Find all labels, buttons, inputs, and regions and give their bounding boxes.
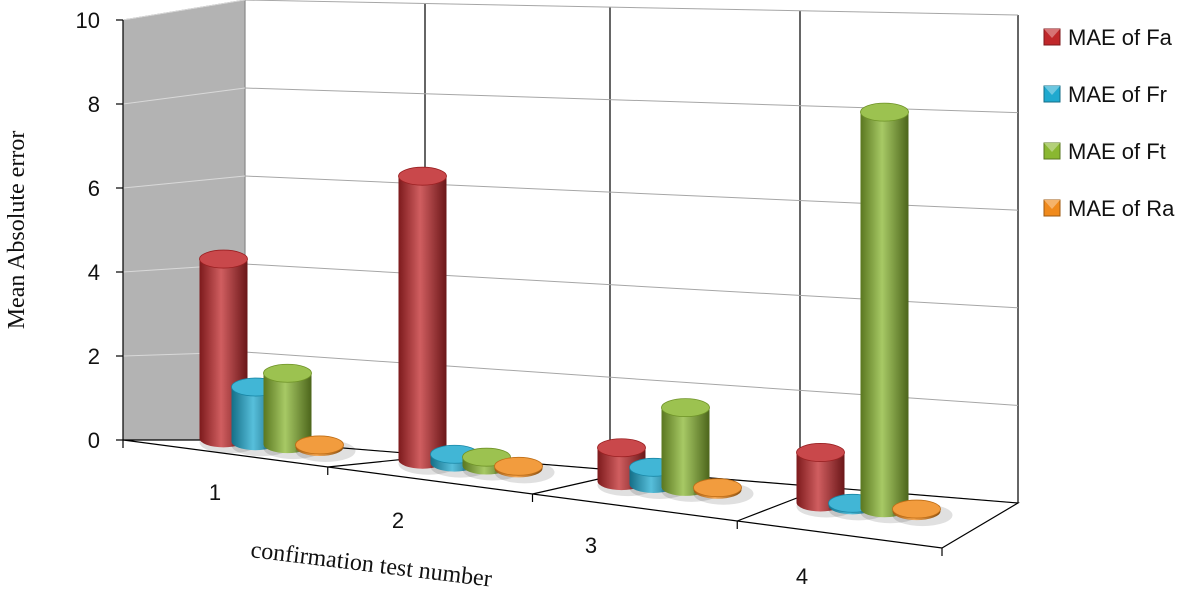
legend-swatch-highlight [1044,143,1060,152]
y-tick-label: 6 [88,176,100,201]
legend-swatch-highlight [1044,29,1060,38]
bar-2-3 [693,478,754,505]
gridline [244,0,1019,16]
legend-swatch-highlight [1044,200,1060,209]
bar-top [693,478,742,498]
x-tick-label: 1 [209,480,221,505]
bar-0-3 [295,435,356,463]
legend-swatch-highlight [1044,86,1060,95]
bar-top [263,363,312,383]
bars [199,102,953,527]
legend-item: MAE of Ra [1043,196,1175,221]
y-tick-label: 8 [88,92,100,117]
y-tick-labels: 0 2 4 6 8 10 [76,8,124,453]
x-axis-label: confirmation test number [249,537,493,592]
side-gridline [122,87,246,105]
legend-label: MAE of Fa [1068,25,1173,50]
legend: MAE of Fa MAE of Fr MAE of Ft MAE of Ra [1043,25,1175,221]
bar-top [199,249,248,269]
y-axis-label: Mean Absolute error [4,131,30,330]
bar-top [796,443,845,462]
bar-body [398,176,447,469]
y-tick-label: 10 [76,8,100,33]
side-gridline [122,175,246,189]
bar-top [597,438,646,458]
bar-top [860,102,909,122]
bar-top [661,398,710,418]
legend-item: MAE of Ft [1043,139,1166,164]
legend-label: MAE of Ra [1068,196,1175,221]
legend-label: MAE of Fr [1068,82,1167,107]
x-tick-label: 2 [392,508,404,533]
bar-body [860,112,909,518]
bar-body [263,373,312,454]
y-tick-label: 0 [88,428,100,453]
bar-1-3 [494,456,555,484]
bar-3-3 [892,499,953,527]
x-tick-label: 4 [796,564,808,589]
bar-top [892,499,941,519]
x-tick-label: 3 [585,533,597,558]
side-gridline [122,0,246,21]
bar-top [494,456,543,476]
x-tick-labels: 1 2 3 4 [209,480,808,589]
bar-body [661,407,710,496]
bar-top [295,435,344,455]
bar-body [796,452,845,512]
legend-item: MAE of Fa [1043,25,1173,50]
y-tick-label: 4 [88,260,100,285]
bar-1-0 [398,166,459,475]
bar-top [398,166,447,186]
y-tick-label: 2 [88,344,100,369]
legend-label: MAE of Ft [1068,139,1166,164]
legend-item: MAE of Fr [1043,82,1167,107]
bar-3-2 [860,102,921,524]
